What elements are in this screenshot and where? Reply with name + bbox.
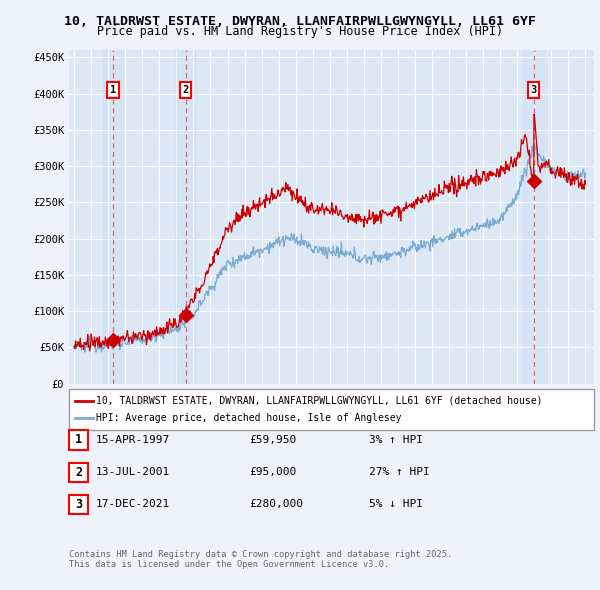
Text: 1: 1 bbox=[110, 85, 116, 95]
Text: Contains HM Land Registry data © Crown copyright and database right 2025.
This d: Contains HM Land Registry data © Crown c… bbox=[69, 550, 452, 569]
Point bbox=[529, 176, 538, 185]
Text: 5% ↓ HPI: 5% ↓ HPI bbox=[369, 500, 423, 509]
Text: Price paid vs. HM Land Registry's House Price Index (HPI): Price paid vs. HM Land Registry's House … bbox=[97, 25, 503, 38]
Bar bbox=[103, 50, 124, 384]
Text: 27% ↑ HPI: 27% ↑ HPI bbox=[369, 467, 430, 477]
Bar bbox=[523, 50, 544, 384]
Text: £280,000: £280,000 bbox=[249, 500, 303, 509]
Text: 10, TALDRWST ESTATE, DWYRAN, LLANFAIRPWLLGWYNGYLL, LL61 6YF (detached house): 10, TALDRWST ESTATE, DWYRAN, LLANFAIRPWL… bbox=[96, 396, 542, 406]
Text: 3% ↑ HPI: 3% ↑ HPI bbox=[369, 435, 423, 444]
Text: £95,000: £95,000 bbox=[249, 467, 296, 477]
Text: 15-APR-1997: 15-APR-1997 bbox=[96, 435, 170, 444]
Text: HPI: Average price, detached house, Isle of Anglesey: HPI: Average price, detached house, Isle… bbox=[96, 413, 401, 423]
Point bbox=[109, 335, 118, 345]
Text: 3: 3 bbox=[530, 85, 537, 95]
Text: 13-JUL-2001: 13-JUL-2001 bbox=[96, 467, 170, 477]
Point bbox=[181, 310, 190, 319]
Text: 10, TALDRWST ESTATE, DWYRAN, LLANFAIRPWLLGWYNGYLL, LL61 6YF: 10, TALDRWST ESTATE, DWYRAN, LLANFAIRPWL… bbox=[64, 15, 536, 28]
Text: 2: 2 bbox=[75, 466, 82, 478]
Text: 17-DEC-2021: 17-DEC-2021 bbox=[96, 500, 170, 509]
Text: £59,950: £59,950 bbox=[249, 435, 296, 444]
Text: 2: 2 bbox=[182, 85, 189, 95]
Text: 1: 1 bbox=[75, 433, 82, 446]
Text: 3: 3 bbox=[75, 498, 82, 511]
Bar bbox=[175, 50, 196, 384]
